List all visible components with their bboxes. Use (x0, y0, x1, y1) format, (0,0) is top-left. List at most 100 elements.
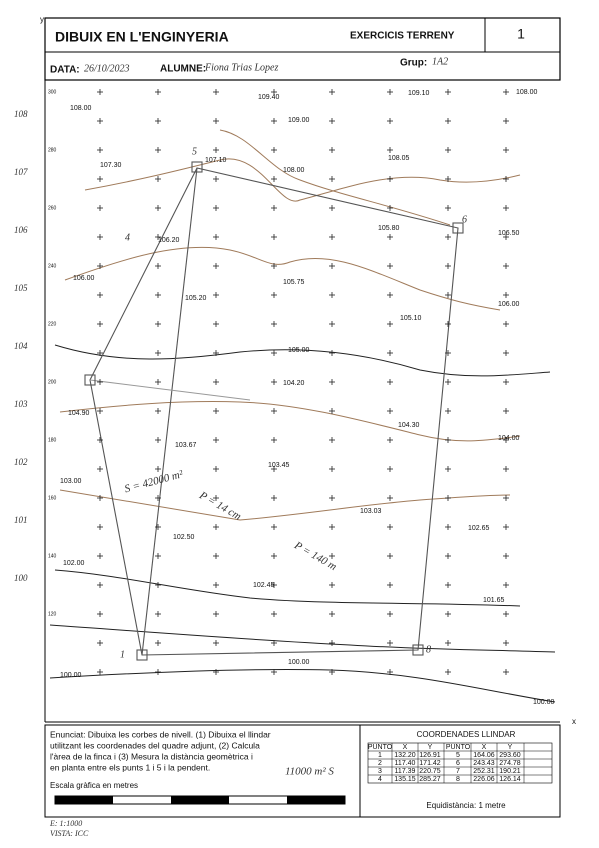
contour-label: 107 (14, 167, 28, 177)
table-header: X (403, 744, 408, 751)
spot-height: 108.00 (516, 89, 538, 96)
spot-height: 103.45 (268, 462, 290, 469)
spot-height: 101.65 (483, 597, 505, 604)
y-tick-label: 120 (48, 611, 57, 617)
axis-label: x (572, 717, 576, 726)
contour-line (49, 668, 556, 703)
contour-line (54, 344, 551, 377)
table-cell: 117.39 (395, 768, 416, 775)
contour-line (219, 129, 451, 226)
contour-line (49, 624, 556, 653)
plot-boundary (84, 161, 464, 661)
spot-height: 106.20 (158, 237, 180, 244)
spot-height: 102.00 (63, 560, 85, 567)
spot-height: 105.75 (283, 279, 305, 286)
y-tick-label: 260 (48, 205, 57, 211)
spot-height: 109.10 (408, 90, 430, 97)
y-tick-label: 240 (48, 263, 57, 269)
table-cell: 7 (456, 768, 460, 775)
coordinates-table (367, 742, 553, 784)
y-tick-label: 160 (48, 495, 57, 501)
spot-height: 106.50 (498, 230, 520, 237)
vertex-marker (452, 222, 464, 234)
coordinates-box (359, 724, 561, 818)
statement-line: l'àrea de la finca i (3) Mesura la distà… (50, 751, 253, 761)
group: 1A2 (432, 56, 448, 67)
table-cell: 117.40 (395, 760, 416, 767)
spot-height: 100.00 (288, 659, 310, 666)
point-label: 6 (462, 214, 467, 225)
boundary-polygon (89, 167, 459, 656)
y-tick-label: 300 (48, 89, 57, 95)
spot-height: 108.00 (283, 167, 305, 174)
spot-height: 102.45 (253, 582, 275, 589)
table-cell: 226.06 (473, 776, 495, 783)
contour-line (59, 489, 511, 521)
vertex-marker (412, 644, 424, 656)
y-tick-label: 180 (48, 437, 57, 443)
construction-line (89, 379, 251, 401)
contour-label: 103 (14, 399, 28, 409)
distance-line (141, 167, 198, 656)
spot-height: 105.20 (185, 295, 207, 302)
table-header: X (482, 744, 487, 751)
table-cell: 4 (378, 776, 382, 783)
table-cell: 6 (456, 760, 460, 767)
table-cell: 135.15 (394, 776, 416, 783)
contour-label: 100 (14, 573, 28, 583)
handwritten-note: P = 14 cm (196, 489, 243, 523)
scale-bar-segment (171, 796, 229, 804)
contour-label: 106 (14, 225, 28, 235)
spot-height: 104.00 (498, 435, 520, 442)
vertex-marker (136, 649, 148, 661)
table-cell: 8 (456, 776, 460, 783)
coordinates-title: COORDENADES LLINDAR (417, 730, 516, 739)
table-cell: 171.42 (419, 760, 441, 767)
spot-height: 109.40 (258, 94, 280, 101)
table-cell: 243.43 (473, 760, 495, 767)
contour-line (64, 246, 501, 311)
table-cell: 220.75 (419, 768, 441, 775)
spot-height: 104.30 (398, 422, 420, 429)
exercise: EXERCICIS TERRENY (350, 31, 455, 42)
spot-height: 107.30 (100, 162, 122, 169)
spot-height: 103.67 (175, 442, 197, 449)
spot-height: 108.00 (70, 105, 92, 112)
spot-height: 103.00 (60, 478, 82, 485)
spot-height: 106.00 (498, 301, 520, 308)
title: DIBUIX EN L'ENGINYERIA (55, 29, 229, 45)
contour-label: 105 (14, 283, 28, 293)
spot-height: 102.50 (173, 534, 195, 541)
y-tick-label: 280 (48, 147, 57, 153)
contour-label: 108 (14, 109, 28, 119)
header-box (44, 17, 561, 81)
table-header: Y (428, 744, 433, 751)
table-cell: 164.06 (473, 752, 495, 759)
table-cell: 2 (378, 760, 382, 767)
y-tick-label: 140 (48, 553, 57, 559)
scale-bar (54, 795, 346, 805)
handwritten-note: S = 42000 m² (123, 468, 185, 495)
spot-height: 104.20 (283, 380, 305, 387)
table-cell: 252.31 (473, 768, 495, 775)
point-label: 4 (125, 232, 130, 243)
equidistance: Equidistància: 1 metre (426, 801, 506, 810)
table-cell: 293.60 (499, 752, 521, 759)
spot-height: 104.90 (68, 410, 90, 417)
spot-height: 105.10 (400, 315, 422, 322)
table-cell: 3 (378, 768, 382, 775)
vertex-marker (84, 374, 96, 386)
handwritten-note: 11000 m² S (285, 766, 334, 778)
contour-line (59, 401, 521, 442)
statement-line: en planta entre els punts 1 i 5 i la pen… (50, 762, 210, 772)
footer-note: VISTA: ICC (50, 829, 89, 838)
student: Fiona Trias Lopez (204, 62, 278, 73)
spot-height: 105.80 (378, 225, 400, 232)
table-cell: 190.21 (499, 768, 521, 775)
table-cell: 5 (456, 752, 460, 759)
contours (49, 129, 556, 703)
spot-height: 105.00 (288, 347, 310, 354)
spot-height: 103.03 (360, 508, 382, 515)
table-header: PUNTO (368, 744, 393, 751)
